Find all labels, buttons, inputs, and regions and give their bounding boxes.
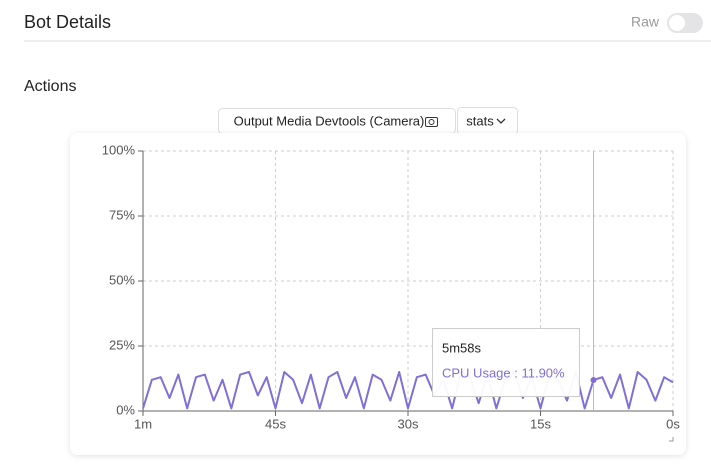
source-button-label: Output Media Devtools (Camera) <box>234 113 425 128</box>
x-tick-label: 15s <box>530 416 551 431</box>
view-button-label: stats <box>466 113 494 128</box>
y-tick-label: 0% <box>116 402 135 417</box>
x-tick-label: 45s <box>265 416 286 431</box>
chart: 0% 25% 50% 75% 100% 1m 45s 30s 15s 0s 5m58s CPU Usa… <box>102 142 681 431</box>
y-tick-label: 25% <box>109 337 135 352</box>
section-title: Actions <box>24 78 76 95</box>
tooltip-text: CPU Usage : 11.90% <box>442 365 565 380</box>
x-tick-label: 0s <box>666 416 680 431</box>
tooltip-title: 5m58s <box>442 340 482 355</box>
x-tick-label: 30s <box>398 416 419 431</box>
hover-point <box>590 377 597 384</box>
x-tick-label: 1m <box>134 416 152 431</box>
page-title: Bot Details <box>24 12 111 32</box>
y-tick-label: 100% <box>102 142 136 157</box>
y-tick-label: 50% <box>109 272 135 287</box>
line-series <box>142 371 674 410</box>
tooltip <box>432 328 580 397</box>
toggle-knob <box>669 15 685 31</box>
camera-icon <box>425 117 438 127</box>
raw-label: Raw <box>631 14 660 30</box>
y-tick-label: 75% <box>109 207 135 222</box>
chevron <box>496 118 506 124</box>
resize-handle <box>669 437 674 442</box>
